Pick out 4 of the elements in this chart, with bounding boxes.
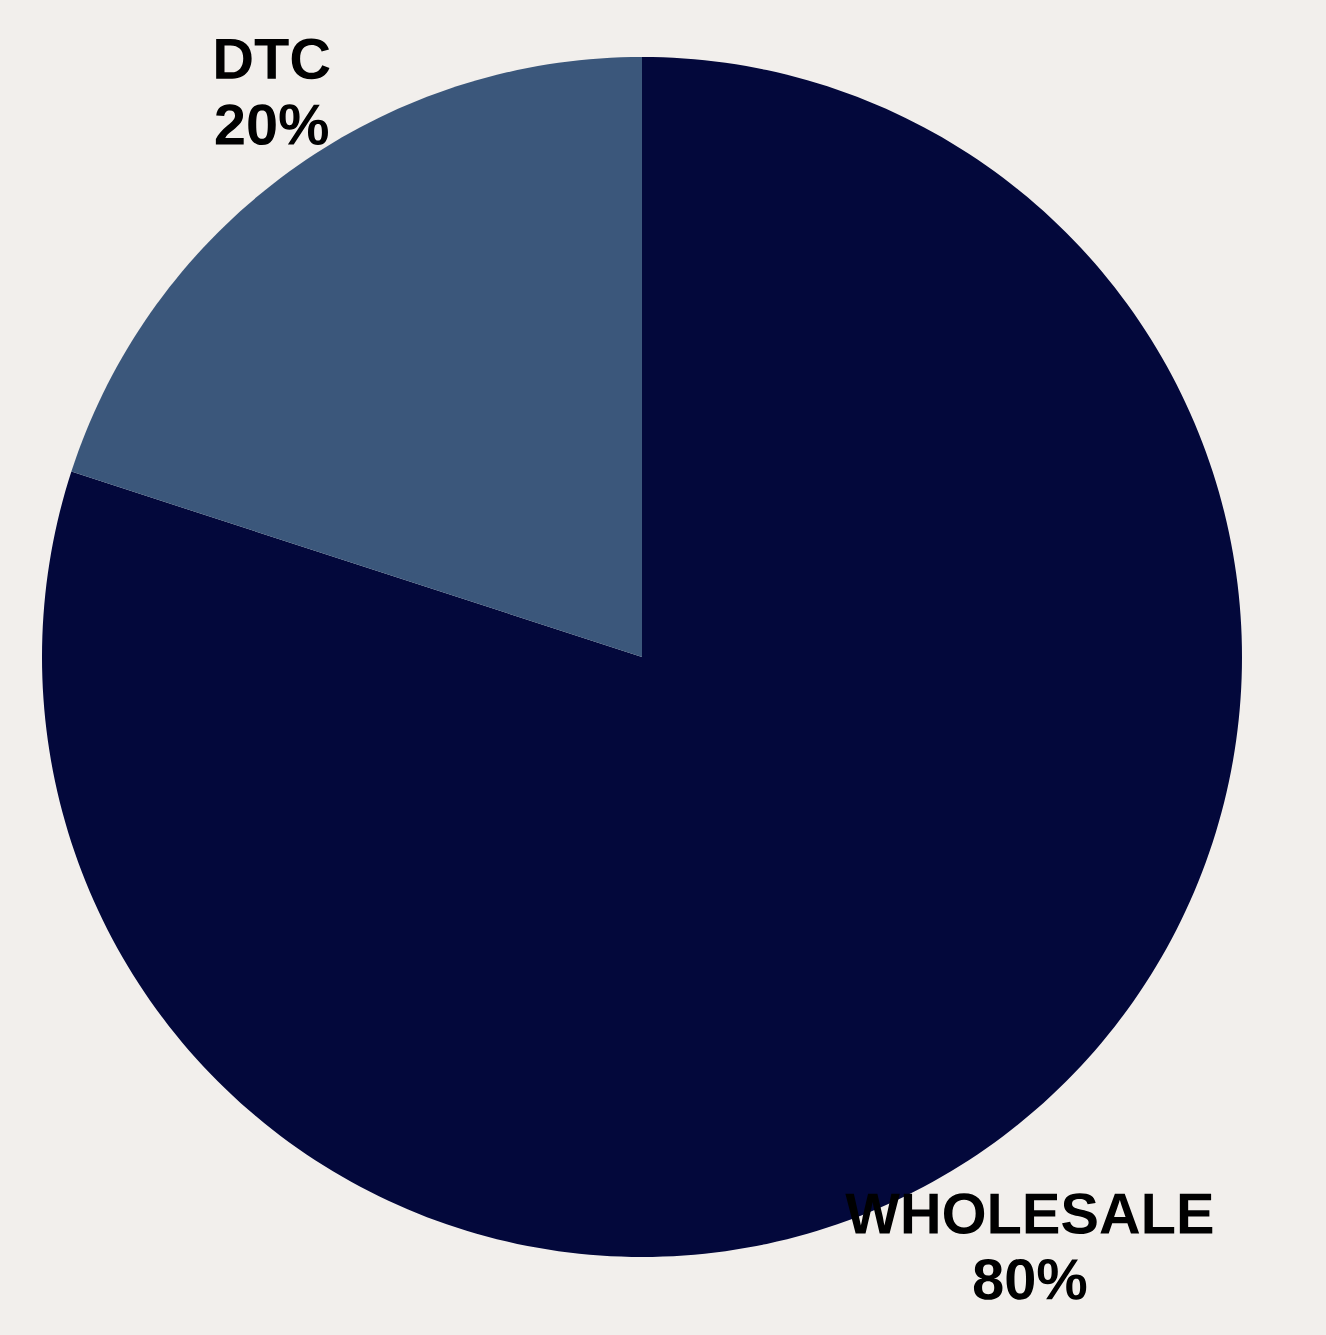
slice-label: WHOLESALE	[845, 1193, 1213, 1235]
slice-label: DTC	[216, 38, 330, 80]
data-label: 80%	[973, 1258, 1087, 1300]
data-label: 20%	[215, 104, 328, 146]
